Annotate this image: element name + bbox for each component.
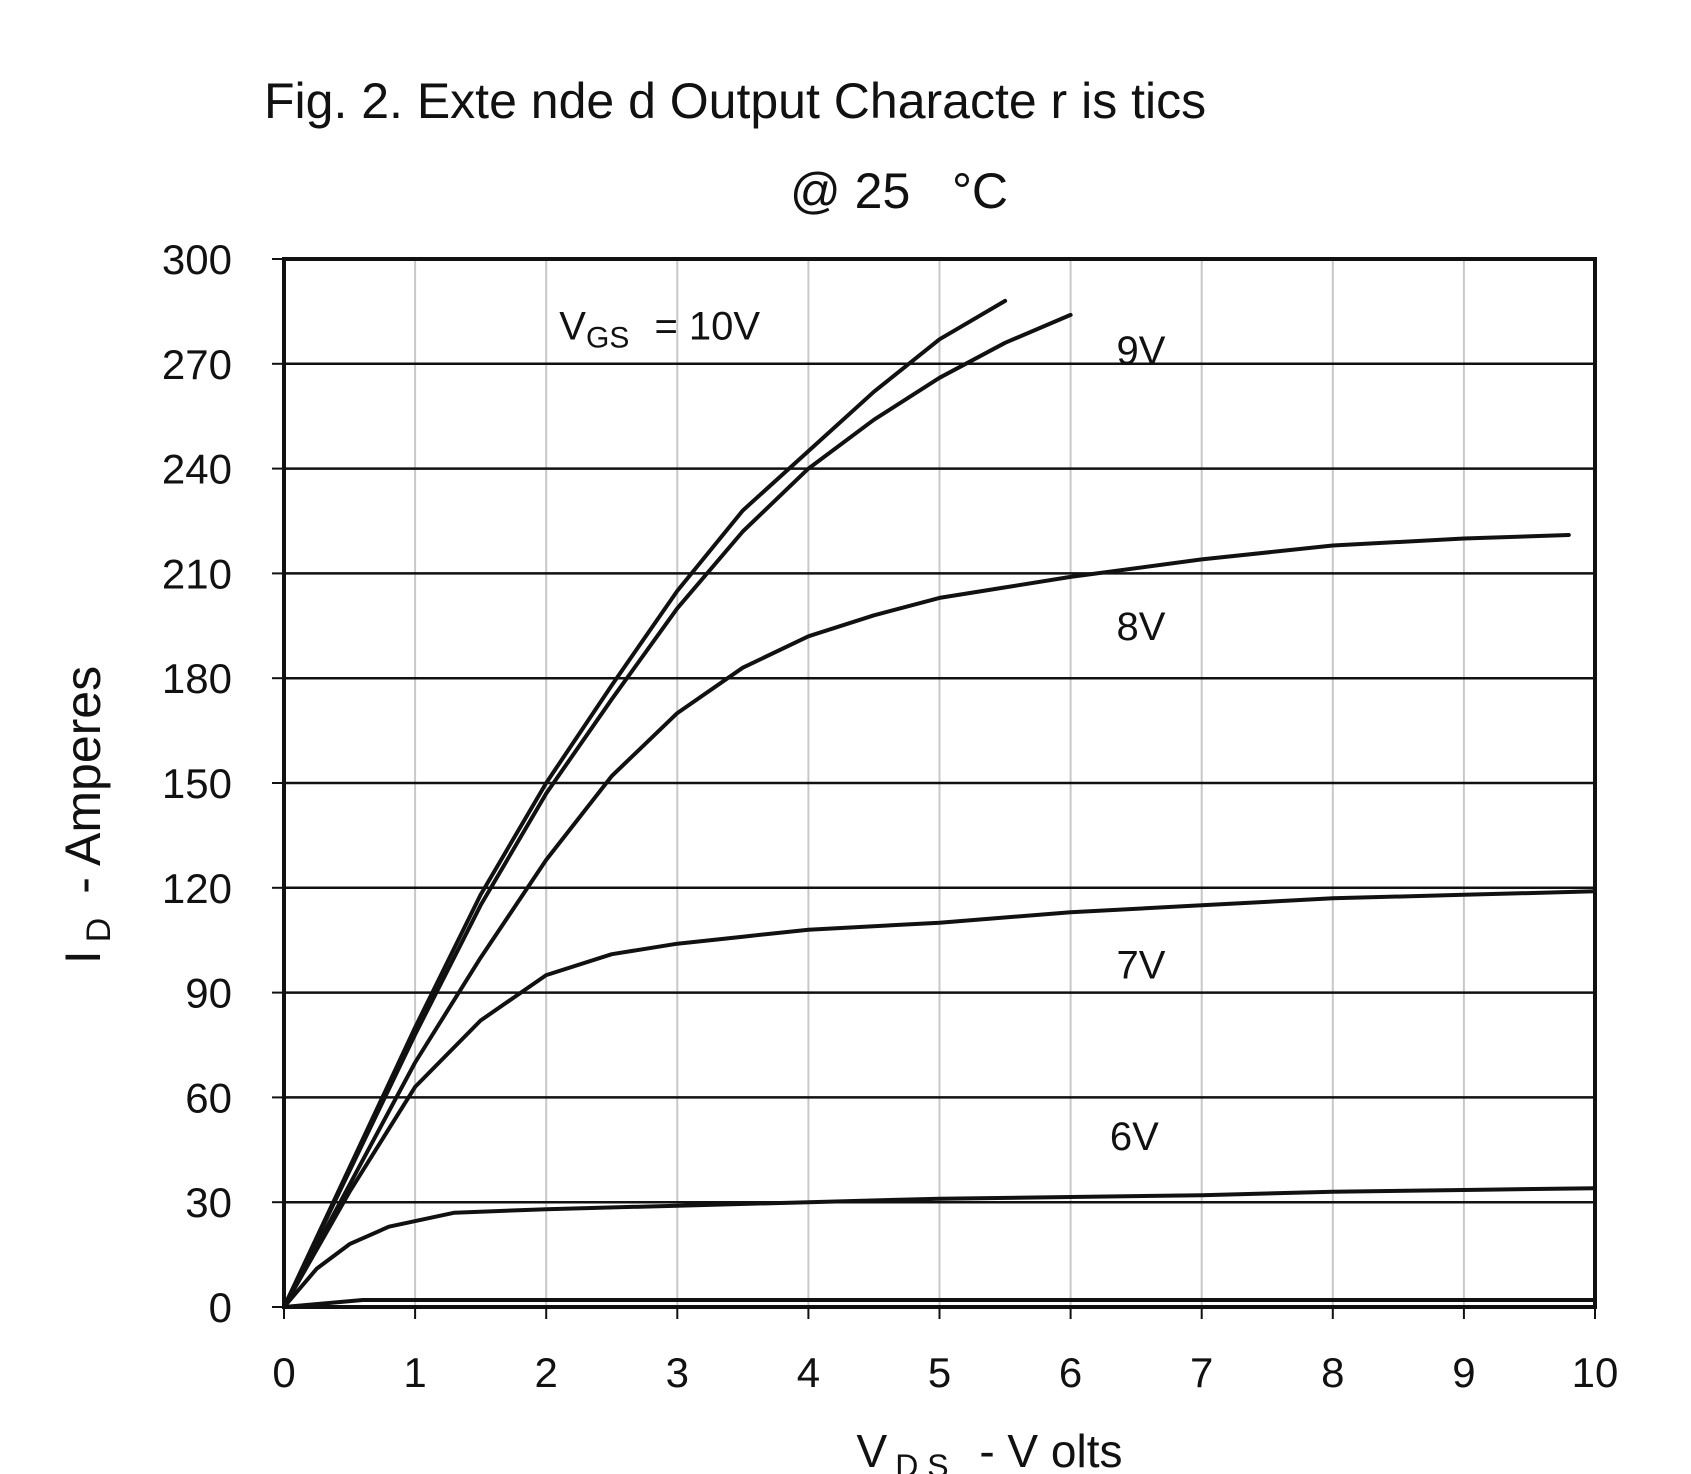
x-tick-label: 7 [1190, 1349, 1213, 1396]
y-tick-label: 270 [162, 341, 232, 388]
y-tick-label: 30 [185, 1179, 232, 1226]
curve-label: VGS = 10V [559, 304, 760, 354]
y-tick-label: 240 [162, 446, 232, 493]
x-tick-label: 10 [1572, 1349, 1619, 1396]
y-tick-label: 300 [162, 236, 232, 283]
y-axis-label: ID - Amperes [55, 666, 118, 964]
x-tick-label: 0 [272, 1349, 295, 1396]
chart-subtitle: @ 25 °C [790, 163, 1009, 219]
x-tick-label: 3 [666, 1349, 689, 1396]
y-tick-label: 180 [162, 655, 232, 702]
series-line [282, 312, 1073, 1309]
x-tick-label: 9 [1452, 1349, 1475, 1396]
x-tick-label: 8 [1321, 1349, 1344, 1396]
y-tick-label: 210 [162, 550, 232, 597]
curve-label: 6V [1110, 1115, 1159, 1159]
series-line [282, 298, 1008, 1309]
chart-title: Fig. 2. Exte nde d Output Characte r is … [264, 73, 1207, 129]
curve-label: 8V [1116, 605, 1165, 649]
x-tick-label: 6 [1059, 1349, 1082, 1396]
x-tick-label: 2 [535, 1349, 558, 1396]
series-line [282, 1186, 1597, 1309]
y-tick-label: 0 [209, 1284, 232, 1331]
series-line [282, 533, 1571, 1309]
x-tick-label: 4 [797, 1349, 820, 1396]
curve-label: 7V [1116, 944, 1165, 988]
x-tick-label: 5 [928, 1349, 951, 1396]
y-tick-label: 60 [185, 1074, 232, 1121]
series-line [282, 889, 1597, 1309]
y-tick-label: 150 [162, 760, 232, 807]
y-tick-label: 120 [162, 865, 232, 912]
curve-label: 9V [1116, 329, 1165, 373]
series-line [282, 1298, 1597, 1309]
y-tick-label: 90 [185, 970, 232, 1017]
x-tick-label: 1 [403, 1349, 426, 1396]
